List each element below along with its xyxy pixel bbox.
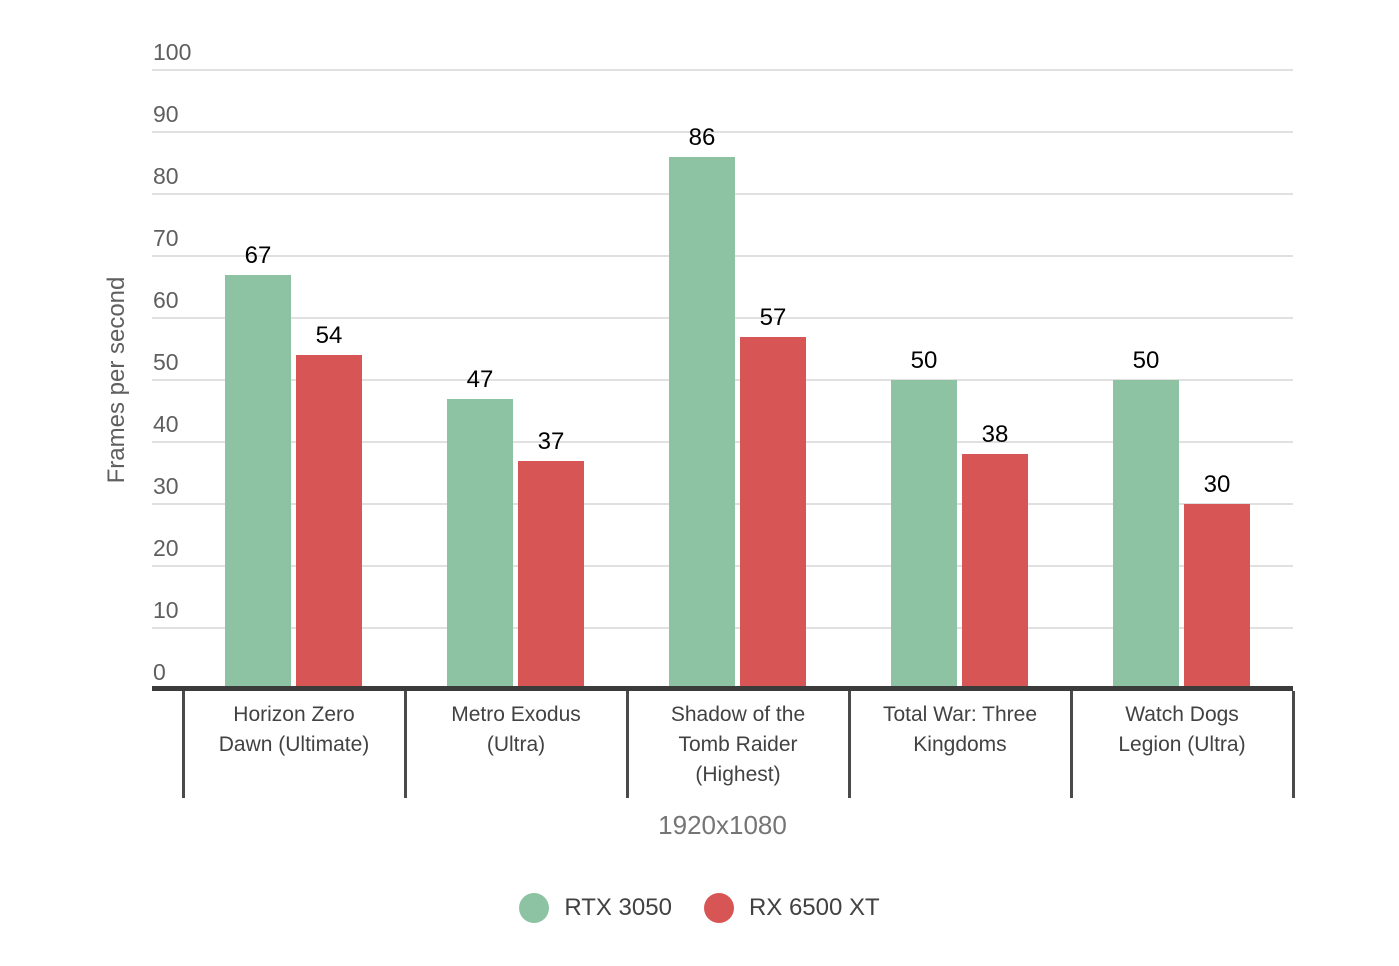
legend-label: RTX 3050: [564, 894, 672, 921]
category-divider: [1292, 691, 1295, 798]
y-axis-tick-label: 100: [153, 39, 192, 65]
bar-rtx-3050: [891, 380, 957, 690]
bar-rx-6500-xt: [296, 355, 362, 690]
legend-item: RTX 3050: [519, 893, 672, 923]
gridline: [152, 69, 1293, 71]
y-axis-tick-label: 80: [153, 163, 179, 189]
bar-value-label: 37: [537, 427, 565, 455]
y-axis-tick-label: 50: [153, 349, 179, 375]
y-axis-tick-label: 20: [153, 535, 179, 561]
category-label: Metro Exodus (Ultra): [451, 703, 581, 756]
bar-value-label: 67: [244, 241, 272, 269]
category-divider: [182, 691, 185, 798]
y-axis-tick-label: 90: [153, 101, 179, 127]
category-label: Shadow of the Tomb Raider (Highest): [670, 703, 806, 786]
bar-value-label: 54: [315, 322, 343, 350]
bar-value-label: 30: [1203, 471, 1231, 498]
bar-value-label: 47: [466, 365, 494, 393]
category-divider: [848, 691, 851, 798]
legend-label: RX 6500 XT: [748, 894, 880, 921]
y-axis-tick-label: 70: [153, 225, 179, 251]
category-divider: [626, 691, 629, 798]
legend-item: RX 6500 XT: [703, 893, 880, 923]
category-divider: [1070, 691, 1073, 798]
bar-rtx-3050: [225, 274, 291, 690]
legend-swatch-icon: [519, 893, 550, 923]
y-axis-tick-label: 0: [153, 659, 166, 685]
gridline: [152, 131, 1293, 133]
bar-value-label: 57: [759, 303, 787, 331]
bar-rtx-3050: [669, 156, 735, 690]
legend: RTX 3050 RX 6500 XT: [0, 893, 1399, 923]
legend-swatch-icon: [703, 893, 734, 923]
bar-rx-6500-xt: [740, 336, 806, 690]
x-axis-title: 1920x1080: [658, 810, 787, 840]
y-axis-tick-label: 10: [153, 597, 179, 623]
bar-value-label: 38: [981, 421, 1009, 449]
y-axis-tick-label: 40: [153, 411, 179, 437]
bar-value-label: 86: [688, 123, 716, 151]
category-label: Total War: Three Kingdoms: [882, 703, 1038, 756]
y-axis-title: Frames per second: [103, 276, 130, 484]
x-axis-line: [152, 686, 1293, 691]
bar-rx-6500-xt: [962, 454, 1028, 690]
bar-value-label: 50: [910, 347, 938, 374]
category-label: Watch Dogs Legion (Ultra): [1118, 703, 1246, 756]
y-axis-tick-label: 60: [153, 287, 179, 313]
bar-rtx-3050: [447, 398, 513, 690]
bar-rx-6500-xt: [518, 460, 584, 690]
bar-rtx-3050: [1113, 380, 1179, 690]
bar-rx-6500-xt: [1184, 504, 1250, 690]
y-axis-tick-label: 30: [153, 473, 179, 499]
category-label: Horizon Zero Dawn (Ultimate): [218, 703, 370, 756]
category-divider: [404, 691, 407, 798]
bar-value-label: 50: [1132, 347, 1160, 374]
